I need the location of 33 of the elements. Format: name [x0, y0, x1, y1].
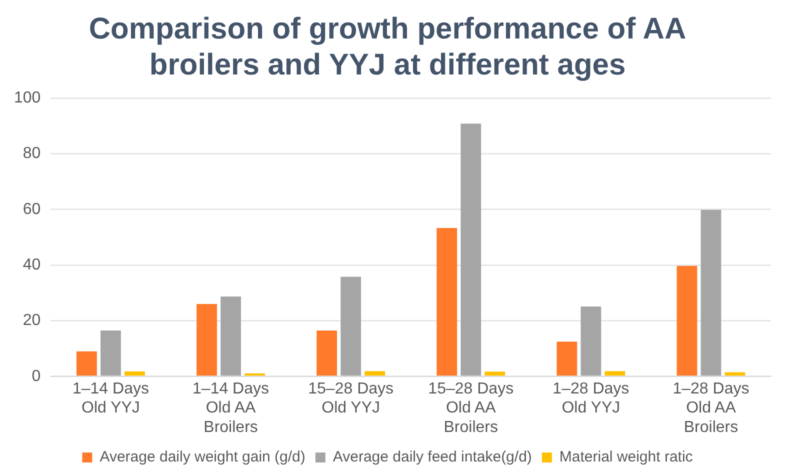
bar	[124, 371, 145, 376]
x-tick-label: 15–28 Days Old YYJ	[308, 380, 394, 417]
bar	[676, 266, 698, 376]
y-tick-label: 100	[14, 89, 41, 106]
y-tick-label: 40	[22, 256, 41, 274]
y-tick-label: 0	[32, 368, 41, 385]
bar	[436, 228, 458, 376]
bar	[580, 306, 602, 376]
x-tick-label: 1–28 Days Old YYJ	[552, 380, 630, 417]
legend-label: Average daily weight gain (g/d)	[100, 448, 306, 466]
bar	[556, 342, 578, 376]
bar	[364, 371, 386, 376]
x-tick-label: 1–14 Days Old AA Broilers	[192, 380, 270, 436]
bar	[340, 276, 362, 376]
bar	[700, 210, 722, 376]
x-tick-label: 15–28 Days Old AA Broilers	[428, 380, 514, 436]
bar	[220, 296, 241, 376]
y-tick-label: 60	[22, 200, 41, 218]
bar	[316, 330, 338, 376]
chart-title: Comparison of growth performance of AA broilers and YYJ at different ages	[88, 12, 686, 82]
y-tick-label: 80	[22, 145, 41, 162]
y-tick-label: 20	[22, 312, 41, 330]
bar	[100, 330, 121, 376]
x-tick-label: 1–14 Days Old YYJ	[72, 380, 149, 417]
bar	[76, 351, 97, 376]
bar	[604, 371, 626, 376]
x-tick-label: 1–28 Days Old AA Broilers	[672, 380, 750, 436]
bar	[724, 372, 746, 376]
legend-label: Average daily feed intake(g/d)	[332, 448, 532, 466]
bar	[460, 124, 482, 376]
legend-label: Material weight ratic	[559, 448, 694, 466]
bar	[484, 372, 506, 376]
bar	[196, 304, 217, 376]
